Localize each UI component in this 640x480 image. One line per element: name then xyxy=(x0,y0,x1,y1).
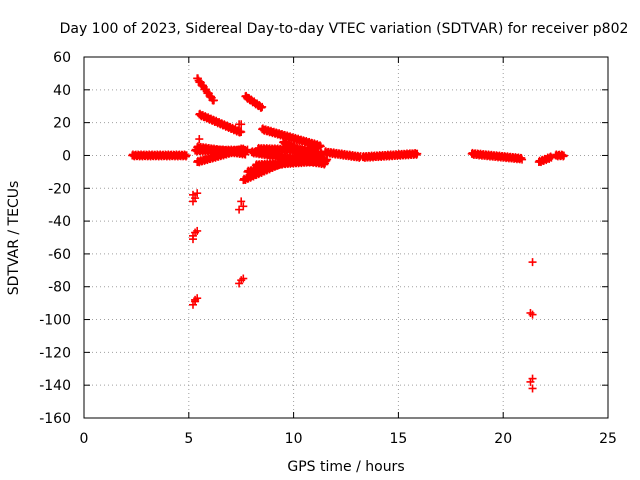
data-point xyxy=(559,151,568,160)
data-point xyxy=(188,235,197,244)
axis-ticks xyxy=(83,56,609,419)
y-tick-label: -60 xyxy=(48,247,71,263)
data-point xyxy=(195,135,204,144)
y-axis-label: SDTVAR / TECUs xyxy=(6,181,22,296)
data-point xyxy=(528,258,537,267)
data-point xyxy=(316,142,325,151)
data-points xyxy=(128,74,568,393)
x-tick-label: 20 xyxy=(494,431,512,447)
data-point xyxy=(193,226,202,235)
y-tick-label: 40 xyxy=(53,83,71,99)
x-axis-label: GPS time / hours xyxy=(287,459,404,475)
y-tick-label: -40 xyxy=(48,214,71,230)
data-point xyxy=(316,155,325,164)
data-point xyxy=(321,159,330,168)
y-tick-label: 0 xyxy=(62,148,71,164)
data-point xyxy=(188,197,197,206)
y-tick-labels: 60 40 20 0 -20 -40 -60 -80 -100 -120 -140 -160 xyxy=(39,50,71,427)
data-point xyxy=(237,197,246,206)
data-point xyxy=(528,384,537,393)
y-tick-label: 20 xyxy=(53,116,71,132)
y-tick-label: -20 xyxy=(48,181,71,197)
chart-title: Day 100 of 2023, Sidereal Day-to-day VTE… xyxy=(60,21,629,37)
data-point xyxy=(241,150,250,159)
y-tick-label: -100 xyxy=(39,313,71,329)
y-tick-label: -160 xyxy=(39,411,71,427)
data-point xyxy=(526,377,535,386)
x-tick-label: 25 xyxy=(599,431,617,447)
data-point xyxy=(237,128,246,137)
data-point xyxy=(193,189,202,198)
x-tick-label: 0 xyxy=(80,431,89,447)
data-point xyxy=(258,102,267,111)
x-tick-label: 10 xyxy=(285,431,303,447)
y-tick-label: -80 xyxy=(48,280,71,296)
data-point xyxy=(237,120,246,129)
y-tick-label: -140 xyxy=(39,378,71,394)
data-point xyxy=(547,153,556,162)
data-point xyxy=(209,96,218,105)
data-point xyxy=(239,274,248,283)
grid-lines xyxy=(84,57,608,418)
x-tick-label: 5 xyxy=(184,431,193,447)
data-point xyxy=(182,151,191,160)
y-tick-label: -120 xyxy=(39,345,71,361)
data-point xyxy=(235,205,244,214)
data-point xyxy=(191,295,200,304)
data-point xyxy=(518,155,527,164)
data-point xyxy=(413,149,422,158)
data-point xyxy=(239,202,248,211)
y-tick-label: 60 xyxy=(53,50,71,66)
plot-frame xyxy=(83,56,609,419)
data-point xyxy=(235,279,244,288)
data-point xyxy=(526,308,535,317)
x-tick-label: 15 xyxy=(389,431,407,447)
x-tick-labels: 0 5 10 15 20 25 xyxy=(80,431,617,447)
data-point xyxy=(188,300,197,309)
